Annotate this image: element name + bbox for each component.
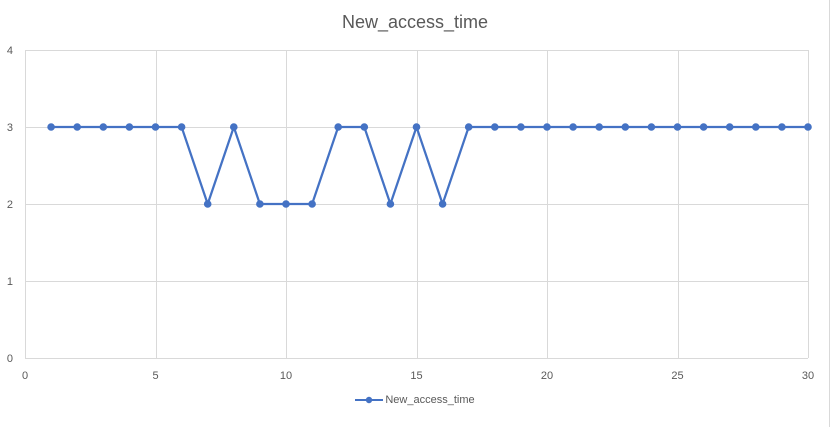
data-point[interactable] bbox=[151, 123, 160, 131]
series-line bbox=[51, 125, 808, 206]
tick-labels: 0 1 2 3 4 0 5 10 15 20 25 30 bbox=[7, 45, 814, 382]
data-point[interactable] bbox=[177, 123, 186, 131]
data-point[interactable] bbox=[73, 123, 81, 131]
data-point[interactable] bbox=[621, 123, 630, 131]
data-point[interactable] bbox=[647, 123, 656, 131]
data-point[interactable] bbox=[99, 123, 108, 131]
x-tick-label: 30 bbox=[802, 370, 814, 382]
data-point[interactable] bbox=[699, 123, 708, 131]
y-tick-label: 3 bbox=[7, 122, 13, 134]
x-tick-label: 10 bbox=[280, 370, 292, 382]
data-point[interactable] bbox=[334, 123, 343, 131]
data-point[interactable] bbox=[203, 200, 212, 208]
data-point[interactable] bbox=[438, 200, 447, 208]
data-point[interactable] bbox=[673, 123, 682, 131]
data-point[interactable] bbox=[725, 123, 734, 131]
x-tick-label: 5 bbox=[152, 370, 158, 382]
x-tick-label: 0 bbox=[22, 370, 28, 382]
data-point[interactable] bbox=[412, 123, 421, 131]
y-tick-label: 2 bbox=[7, 199, 13, 211]
data-point[interactable] bbox=[543, 123, 551, 131]
legend-item[interactable]: New_access_time bbox=[355, 394, 475, 406]
data-point[interactable] bbox=[595, 123, 604, 131]
data-point[interactable] bbox=[752, 123, 760, 131]
data-point[interactable] bbox=[517, 123, 525, 131]
legend-marker bbox=[355, 396, 384, 404]
data-point[interactable] bbox=[569, 123, 577, 131]
data-point[interactable] bbox=[464, 123, 473, 131]
gridlines bbox=[25, 50, 809, 359]
data-point[interactable] bbox=[125, 123, 134, 131]
series-layer bbox=[47, 123, 812, 208]
y-tick-label: 0 bbox=[7, 353, 13, 365]
data-point[interactable] bbox=[230, 123, 238, 131]
x-tick-label: 15 bbox=[410, 370, 422, 382]
legend: New_access_time bbox=[0, 394, 830, 408]
data-point[interactable] bbox=[282, 200, 290, 208]
data-point[interactable] bbox=[256, 200, 264, 208]
x-tick-label: 20 bbox=[541, 370, 553, 382]
legend-label: New_access_time bbox=[385, 394, 475, 406]
data-point[interactable] bbox=[47, 123, 55, 131]
chart-title: New_access_time bbox=[341, 12, 489, 32]
data-point[interactable] bbox=[778, 123, 786, 131]
data-point[interactable] bbox=[804, 123, 812, 131]
x-tick-label: 25 bbox=[671, 370, 683, 382]
data-point[interactable] bbox=[491, 123, 499, 131]
data-point[interactable] bbox=[308, 200, 316, 208]
data-point[interactable] bbox=[360, 123, 369, 131]
y-tick-label: 4 bbox=[7, 45, 13, 57]
data-point[interactable] bbox=[386, 200, 395, 208]
y-tick-label: 1 bbox=[7, 276, 13, 288]
